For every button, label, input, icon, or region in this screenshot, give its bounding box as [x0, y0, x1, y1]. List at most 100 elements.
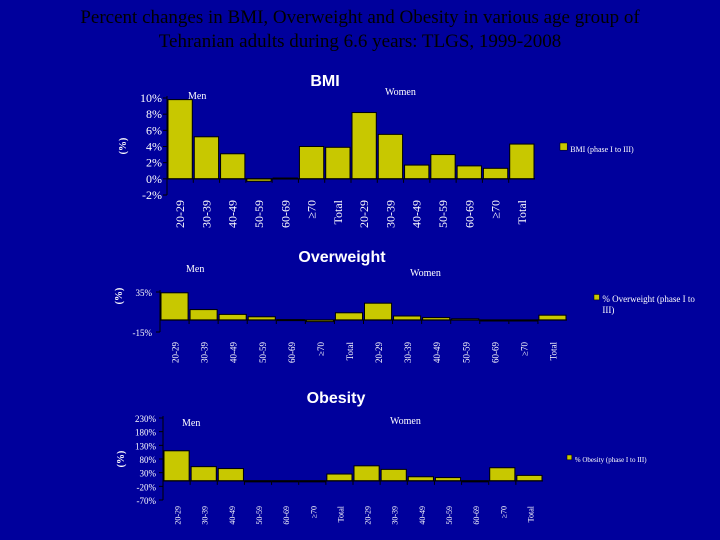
- bmi-y-tick-label: -2%: [142, 188, 162, 202]
- overweight-bar: [364, 302, 393, 321]
- obesity-legend-swatch: [566, 454, 573, 461]
- overweight-y-tick-label: -15%: [133, 328, 153, 338]
- bmi-category-label: 30-39: [383, 200, 397, 228]
- obesity-bar: [489, 467, 516, 482]
- overweight-category-label: 50-59: [258, 342, 268, 363]
- bmi-bar: [351, 112, 377, 180]
- overweight-category-label: 20-29: [171, 342, 181, 363]
- bmi-bar: [430, 154, 456, 180]
- overweight-y-tick-label: 35%: [136, 288, 153, 298]
- bmi-bar: [509, 143, 535, 180]
- obesity-y-tick-label: 230%: [135, 414, 157, 424]
- overweight-group-label-women: Women: [410, 268, 441, 279]
- bmi-group-label-women: Women: [385, 87, 416, 98]
- overweight-y-axis-label: (%): [114, 288, 125, 305]
- bmi-bar: [298, 146, 325, 180]
- obesity-y-tick-label: 80%: [140, 455, 157, 465]
- obesity-y-tick-label: 130%: [135, 441, 157, 451]
- bmi-y-tick-label: 8%: [146, 107, 162, 121]
- obesity-group-label-women: Women: [390, 416, 421, 427]
- bmi-y-tick-label: 4%: [146, 140, 162, 154]
- obesity-y-tick-label: -70%: [137, 496, 157, 506]
- obesity-bar: [163, 450, 190, 482]
- obesity-bar: [407, 476, 434, 482]
- overweight-bar: [218, 313, 247, 321]
- bmi-bar: [456, 165, 482, 180]
- overweight-category-label: 40-49: [229, 342, 239, 363]
- obesity-legend-line: % Obesity (phase I to III): [575, 456, 647, 464]
- bmi-category-label: 60-69: [462, 200, 476, 228]
- bmi-bar: [193, 136, 220, 180]
- obesity-category-label: 50-59: [255, 506, 264, 525]
- bmi-bar: [482, 167, 509, 180]
- overweight-legend-line: % Overweight (phase I to: [602, 294, 695, 304]
- bmi-category-label: 60-69: [278, 200, 292, 228]
- obesity-category-label: 40-49: [228, 506, 237, 525]
- slide-title: Percent changes in BMI, Overweight and O…: [0, 6, 720, 54]
- bmi-y-tick-label: 2%: [146, 156, 162, 170]
- bmi-category-label: 50-59: [436, 200, 450, 228]
- overweight-bar: [189, 309, 218, 321]
- obesity-category-label: ≥70: [309, 506, 318, 518]
- overweight-chart-title: Overweight: [298, 249, 386, 266]
- overweight-category-label: 60-69: [287, 342, 297, 363]
- overweight-category-label: ≥70: [316, 342, 326, 356]
- bmi-category-label: 20-29: [173, 200, 187, 228]
- obesity-legend-label: % Obesity (phase I to III): [575, 456, 647, 464]
- bmi-legend-label: BMI (phase I to III): [570, 145, 634, 154]
- bmi-category-label: 40-49: [226, 200, 240, 228]
- overweight-category-label: ≥70: [519, 342, 529, 356]
- overweight-category-label: 60-69: [490, 342, 500, 363]
- bmi-category-label: 30-39: [199, 200, 213, 228]
- bmi-category-label: ≥70: [305, 200, 319, 219]
- overweight-bar: [160, 292, 189, 321]
- overweight-category-label: 40-49: [432, 342, 442, 363]
- obesity-bar: [380, 468, 407, 482]
- bmi-category-label: 20-29: [357, 200, 371, 228]
- obesity-category-label: 30-39: [391, 506, 400, 525]
- overweight-legend-swatch: [593, 294, 600, 301]
- obesity-category-label: 60-69: [472, 506, 481, 525]
- obesity-group-label-men: Men: [182, 418, 200, 429]
- obesity-category-label: 50-59: [445, 506, 454, 525]
- bmi-category-label: 50-59: [252, 200, 266, 228]
- title-line-1: Percent changes in BMI, Overweight and O…: [80, 7, 640, 28]
- obesity-category-label: Total: [526, 505, 535, 522]
- obesity-bar: [190, 466, 217, 482]
- bmi-bar: [404, 164, 430, 180]
- bmi-category-label: Total: [515, 199, 529, 224]
- bmi-bar: [167, 99, 193, 180]
- obesity-category-label: 30-39: [201, 506, 210, 525]
- overweight-bar: [538, 314, 567, 321]
- overweight-category-label: Total: [345, 342, 355, 361]
- overweight-category-label: 30-39: [403, 342, 413, 363]
- overweight-legend-label: % Overweight (phase I to III): [602, 294, 695, 315]
- obesity-category-label: 20-29: [174, 506, 183, 525]
- bmi-group-label-men: Men: [188, 91, 206, 102]
- obesity-y-tick-label: -20%: [137, 482, 157, 492]
- bmi-chart-title: BMI: [310, 73, 339, 90]
- obesity-y-tick-label: 180%: [135, 428, 157, 438]
- obesity-bar: [217, 468, 244, 482]
- obesity-category-label: 60-69: [282, 506, 291, 525]
- overweight-bar: [334, 312, 363, 321]
- obesity-category-label: 20-29: [364, 506, 373, 525]
- overweight-category-label: Total: [548, 342, 558, 361]
- bmi-y-tick-label: 6%: [146, 123, 162, 137]
- bmi-y-tick-label: 10%: [140, 91, 162, 105]
- overweight-category-label: 30-39: [200, 342, 210, 363]
- overweight-category-label: 20-29: [374, 342, 384, 363]
- overweight-legend-line: III): [602, 305, 614, 315]
- bmi-y-tick-label: 0%: [146, 172, 162, 186]
- bmi-y-axis-label: (%): [118, 138, 129, 155]
- bmi-bar: [325, 146, 351, 180]
- bmi-bar: [377, 133, 404, 180]
- bmi-legend-swatch: [559, 142, 568, 151]
- obesity-category-label: ≥70: [499, 506, 508, 518]
- obesity-category-label: Total: [336, 505, 345, 522]
- bmi-category-label: Total: [331, 199, 345, 224]
- title-line-2: Tehranian adults during 6.6 years: TLGS,…: [158, 31, 562, 52]
- overweight-category-label: 50-59: [461, 342, 471, 363]
- overweight-group-label-men: Men: [186, 264, 204, 275]
